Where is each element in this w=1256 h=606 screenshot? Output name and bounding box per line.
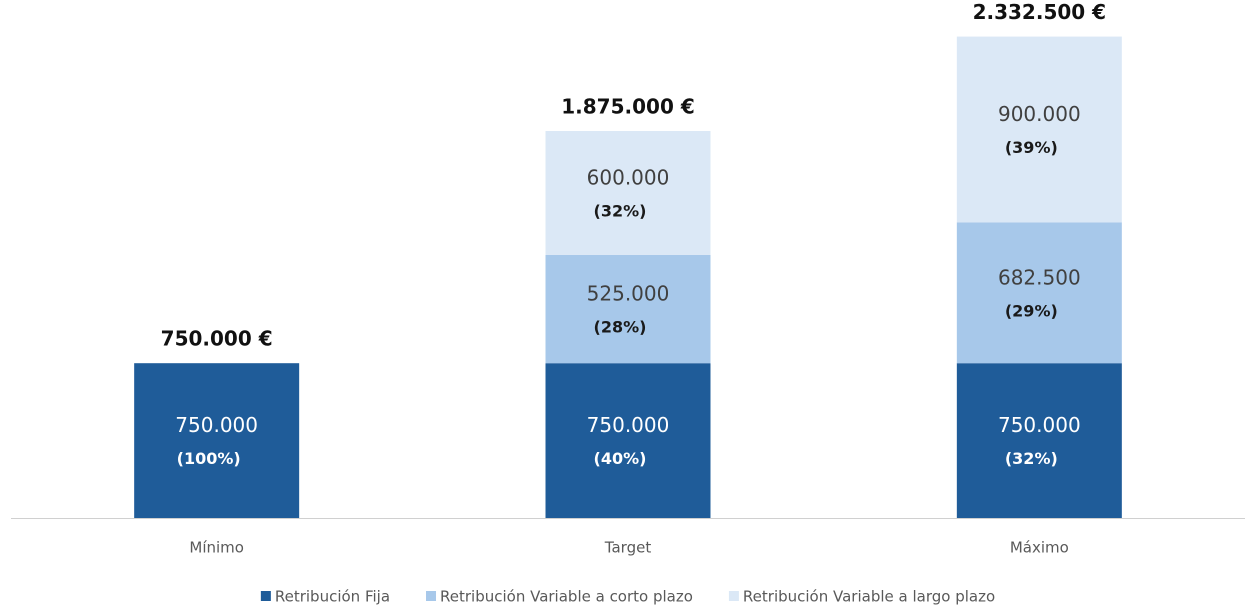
share-label: (39%) — [1005, 138, 1058, 157]
share-label: (40%) — [594, 449, 647, 468]
legend-label: Retribución Variable a corto plazo — [440, 588, 693, 606]
legend-swatch — [260, 591, 271, 601]
legend-label: Retribución Fija — [275, 588, 390, 606]
value-label: 750.000 — [998, 413, 1081, 437]
total-label: 2.332.500 € — [973, 0, 1107, 24]
total-label: 750.000 € — [161, 327, 273, 351]
bar-segment — [956, 36, 1122, 223]
value-label: 750.000 — [175, 413, 258, 437]
value-label: 750.000 — [587, 413, 670, 437]
x-tick-label: Máximo — [1010, 539, 1069, 557]
bar-segment — [956, 363, 1122, 518]
bar-segment — [545, 131, 711, 255]
share-label: (29%) — [1005, 301, 1058, 320]
legend-label: Retribución Variable a largo plazo — [743, 588, 995, 606]
x-tick-label: Target — [604, 539, 652, 557]
legend-swatch — [426, 591, 437, 601]
value-label: 600.000 — [587, 165, 670, 189]
value-label: 900.000 — [998, 102, 1081, 126]
total-label: 1.875.000 € — [561, 95, 695, 119]
share-label: (28%) — [594, 318, 647, 337]
bar-segment — [134, 363, 300, 518]
legend-swatch — [728, 591, 739, 601]
share-label: (32%) — [594, 201, 647, 220]
value-label: 682.500 — [998, 265, 1081, 289]
bar-segment — [956, 222, 1122, 364]
bar-segment — [545, 254, 711, 364]
x-tick-label: Mínimo — [189, 539, 244, 557]
value-label: 525.000 — [587, 282, 670, 306]
share-label: (32%) — [1005, 449, 1058, 468]
share-label: (100%) — [177, 449, 241, 468]
bar-segment — [545, 363, 711, 518]
